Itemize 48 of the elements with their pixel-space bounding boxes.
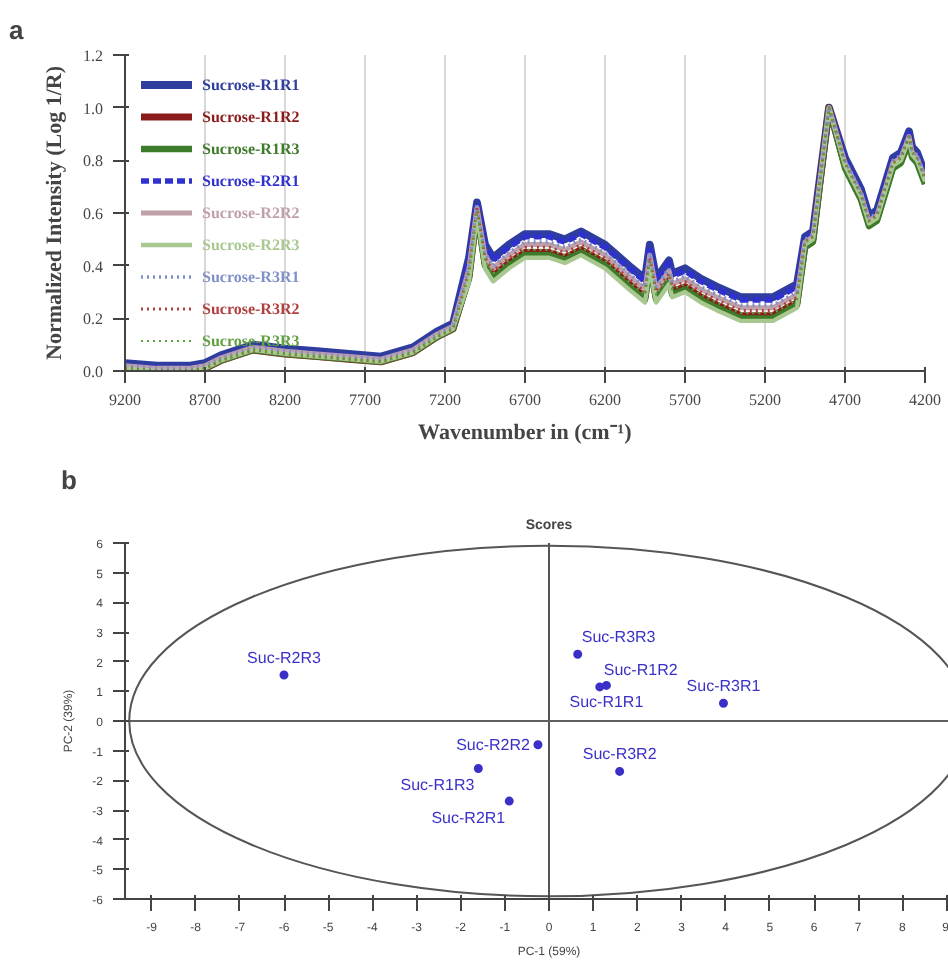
data-label: Suc-R3R3	[581, 628, 657, 647]
point	[504, 796, 514, 806]
x-tick-label: 7700	[349, 391, 381, 409]
legend-label: Sucrose-R2R1	[202, 170, 300, 190]
data-label: Suc-R2R1	[431, 809, 507, 828]
data-label: Suc-R1R3	[400, 776, 476, 795]
x-tick-label: 9200	[109, 391, 141, 409]
x-tick-label: 4200	[909, 391, 941, 409]
x-tick-label: 6200	[589, 391, 621, 409]
point	[473, 763, 483, 773]
y-tick-label: 1.0	[83, 99, 103, 118]
y-tick-label: 0.4	[83, 257, 103, 276]
data-label: Suc-R3R1	[686, 677, 762, 696]
data-label: Suc-R3R2	[582, 745, 658, 764]
y-tick-label: 0.2	[83, 310, 103, 329]
point	[615, 766, 625, 776]
y-tick-label: 0.6	[83, 205, 103, 223]
y-tick-label: 0.8	[83, 152, 103, 171]
legend-label: Sucrose-R2R2	[202, 202, 300, 222]
data-label: Suc-R1R2	[603, 660, 679, 679]
x-tick-label: 4700	[829, 391, 861, 409]
point	[718, 698, 728, 708]
y-tick-label: 1.2	[83, 47, 103, 65]
point	[573, 649, 583, 659]
data-label: Suc-R2R2	[456, 735, 532, 754]
legend-label: Sucrose-R3R3	[202, 330, 300, 350]
x-tick-label: 6700	[509, 391, 541, 409]
x-tick-label: 8200	[269, 391, 301, 409]
legend-label: Sucrose-R1R2	[202, 106, 300, 126]
legend-label: Sucrose-R1R1	[202, 74, 300, 94]
x-axis-title: Wavenumber in (cm⁻¹)	[418, 421, 633, 445]
point	[533, 740, 543, 750]
legend-label: Sucrose-R1R3	[202, 138, 300, 158]
point	[279, 670, 289, 680]
x-tick-label: 5200	[749, 391, 781, 409]
text: b	[61, 465, 77, 495]
x-tick-label: 8700	[189, 391, 221, 409]
legend-label: Sucrose-R2R3	[202, 234, 300, 254]
legend-label: Sucrose-R3R2	[202, 298, 300, 318]
legend-label: Sucrose-R3R1	[202, 266, 300, 286]
x-tick-label: 5700	[669, 391, 701, 409]
text: a	[9, 15, 25, 45]
point	[601, 680, 611, 690]
data-label: Suc-R1R1	[569, 693, 645, 712]
y-tick-label: 0.0	[83, 363, 103, 381]
y-axis-title: Normalized Intensity (Log 1/R)	[43, 65, 67, 360]
x-tick-label: 7200	[429, 391, 461, 409]
data-label: Suc-R2R3	[247, 649, 322, 668]
